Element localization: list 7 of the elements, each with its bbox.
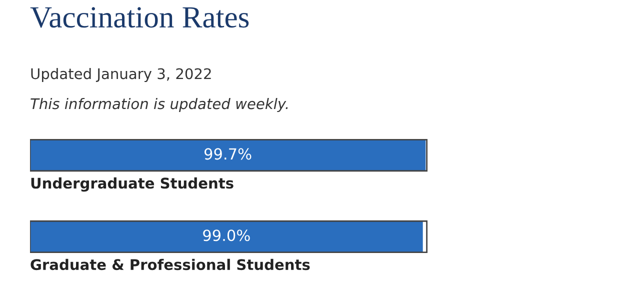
y-tick-label: Undergraduate Students: [31, 177, 234, 192]
data-label: 99.7%: [204, 148, 252, 160]
y-tick-label: Graduate & Professional Students: [30, 258, 310, 270]
data-label: 99.0%: [203, 230, 250, 242]
chart-subtitle: Updated January 3, 2022: [31, 68, 211, 82]
chart-title: Vaccination Rates: [30, 7, 249, 28]
text: This information is updated weekly.: [30, 98, 288, 112]
